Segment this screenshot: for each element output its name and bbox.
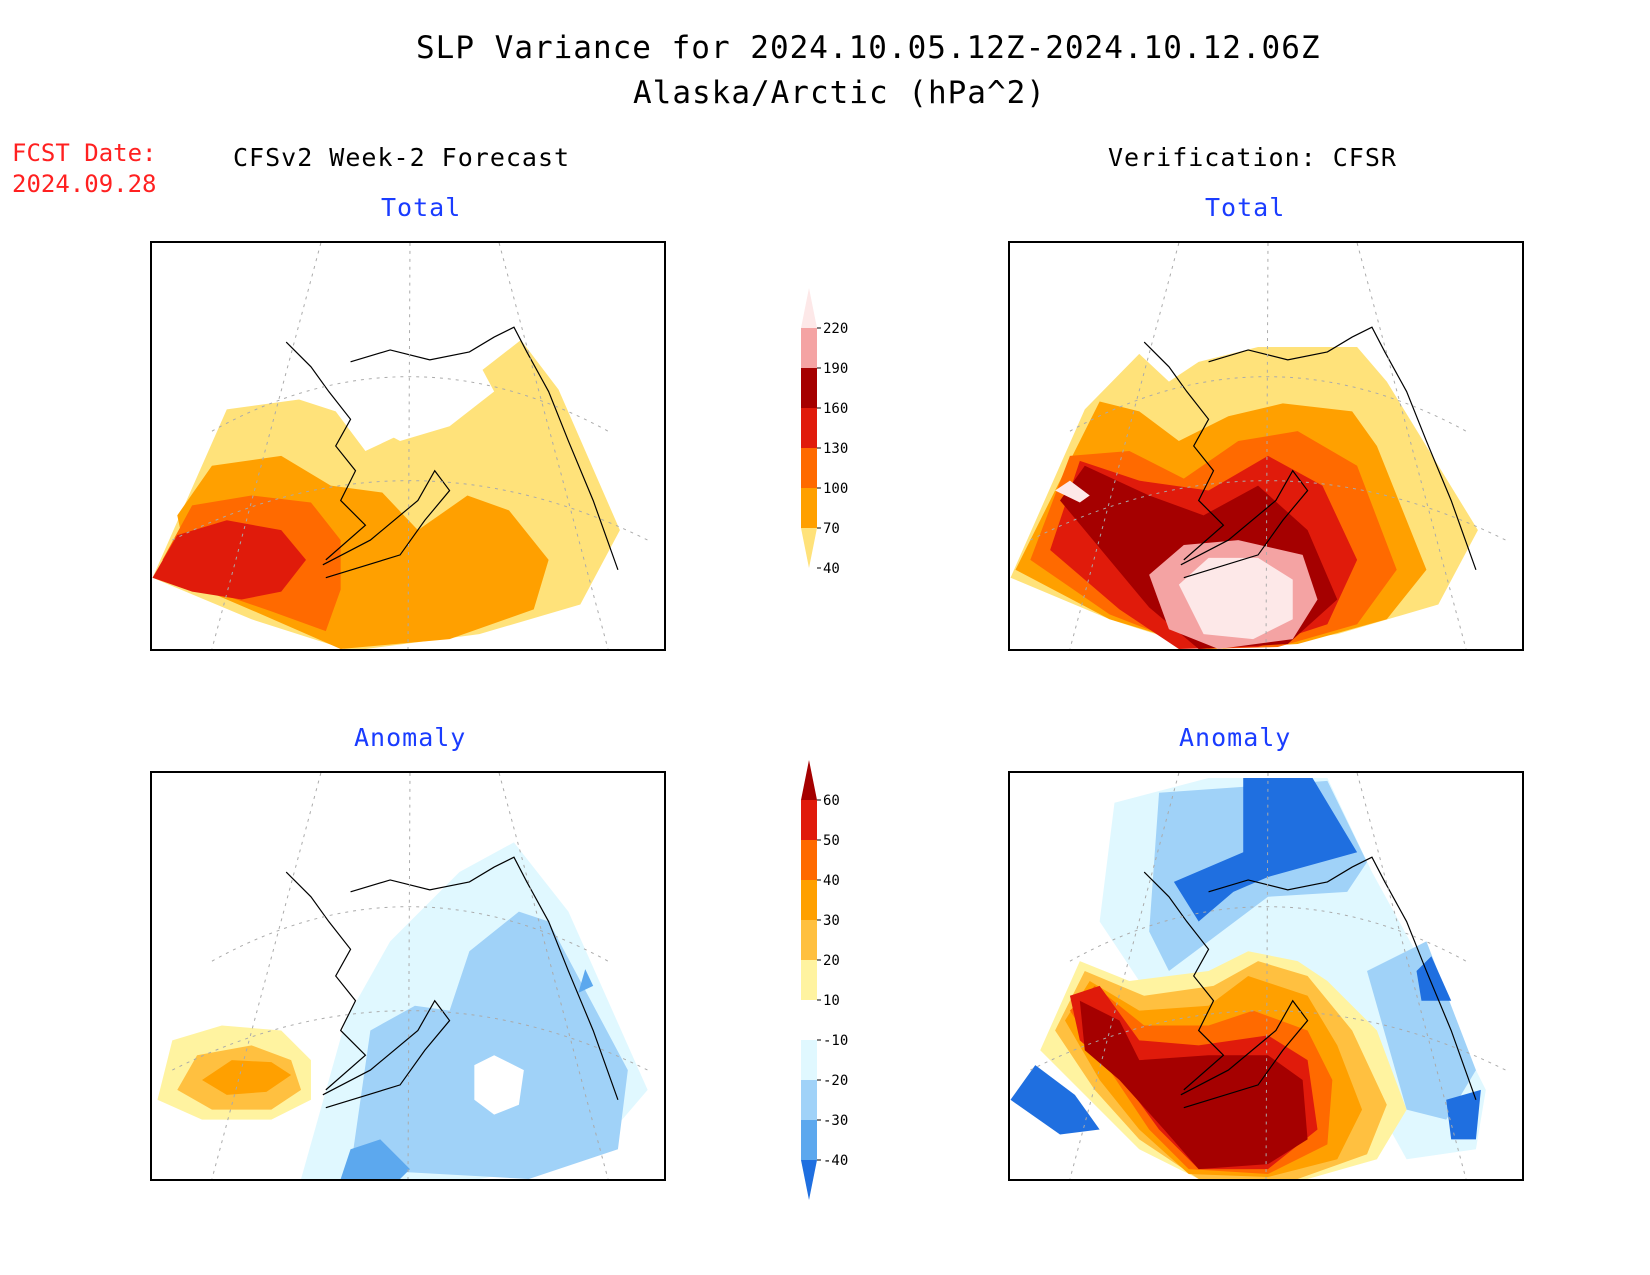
page-subtitle: Alaska/Arctic (hPa^2) xyxy=(633,75,1046,111)
total-colorbar-label: 160 xyxy=(823,401,848,417)
shade-minus-30 xyxy=(340,1139,410,1179)
anomaly-colorbar-segment xyxy=(801,840,817,880)
anomaly-colorbar-label: 30 xyxy=(823,913,840,929)
total-colorbar-label: 70 xyxy=(823,521,840,537)
page-title: SLP Variance for 2024.10.05.12Z-2024.10.… xyxy=(416,30,1321,66)
anomaly-colorbar-top-arrow xyxy=(801,760,817,800)
anomaly-colorbar-label: -20 xyxy=(823,1073,848,1089)
verification-anomaly-title: Anomaly xyxy=(1179,723,1292,752)
total-colorbar-bottom-arrow xyxy=(801,528,817,568)
total-colorbar-segment xyxy=(801,408,817,448)
grid-lines xyxy=(172,773,648,1179)
coastlines xyxy=(1143,326,1477,579)
anomaly-colorbar-segment xyxy=(801,920,817,960)
shade-minus-30-b xyxy=(578,969,594,993)
coastlines xyxy=(1143,856,1477,1109)
grid-lines xyxy=(1030,773,1506,1179)
anomaly-colorbar-segment xyxy=(801,1080,817,1120)
fcst-date-value: 2024.09.28 xyxy=(12,170,157,198)
anomaly-colorbar-label: 10 xyxy=(823,993,840,1009)
anomaly-colorbar-label: -30 xyxy=(823,1113,848,1129)
forecast-total-title: Total xyxy=(381,193,462,222)
anomaly-colorbar-label: 50 xyxy=(823,833,840,849)
total-colorbar-segment xyxy=(801,328,817,368)
fcst-date-label: FCST Date: xyxy=(12,139,157,167)
total-colorbar-label: 130 xyxy=(823,441,848,457)
blank-patch xyxy=(474,1055,524,1115)
verification-total-title: Total xyxy=(1205,193,1286,222)
total-colorbar-label: 100 xyxy=(823,481,848,497)
anomaly-colorbar-segment xyxy=(801,1120,817,1160)
anomaly-colorbar-segment xyxy=(801,1040,817,1080)
total-colorbar-segment xyxy=(801,368,817,408)
shade-minus-40-left xyxy=(1010,1065,1100,1135)
verification-column-title: Verification: CFSR xyxy=(1108,143,1397,172)
shade-220-small xyxy=(1055,480,1090,503)
coastlines xyxy=(285,856,619,1109)
shade-30 xyxy=(202,1060,292,1095)
forecast-anomaly-map xyxy=(150,771,666,1181)
shade-minus-20-right xyxy=(1367,941,1476,1120)
grid-lines xyxy=(1030,243,1506,649)
forecast-anomaly-title: Anomaly xyxy=(354,723,467,752)
anomaly-colorbar-segment xyxy=(801,880,817,920)
forecast-total-map xyxy=(150,241,666,651)
total-colorbar-segment xyxy=(801,488,817,528)
blank-arctic xyxy=(370,359,495,442)
grid-lines xyxy=(172,243,648,649)
shade-minus-20 xyxy=(350,911,628,1179)
anomaly-colorbar-segment xyxy=(801,960,817,1000)
total-colorbar: 220 190 160 130 100 70 40 xyxy=(801,288,848,577)
shade-220 xyxy=(1178,557,1293,640)
shade-minus-30 xyxy=(1173,777,1358,922)
anomaly-colorbar: 60 50 40 30 20 10 -10 -20 -30 -40 xyxy=(801,760,848,1200)
anomaly-colorbar-segment xyxy=(801,1000,817,1040)
anomaly-colorbar-label: 20 xyxy=(823,953,840,969)
anomaly-colorbar-label: 60 xyxy=(823,793,840,809)
total-colorbar-label: 220 xyxy=(823,321,848,337)
anomaly-colorbar-label: 40 xyxy=(823,873,840,889)
total-colorbar-segment xyxy=(801,448,817,488)
forecast-column-title: CFSv2 Week-2 Forecast xyxy=(233,143,571,172)
total-colorbar-top-arrow xyxy=(801,288,817,328)
verification-anomaly-map xyxy=(1008,771,1524,1181)
shade-minus-40-right xyxy=(1446,1089,1481,1140)
verification-total-map xyxy=(1008,241,1524,651)
anomaly-colorbar-bottom-arrow xyxy=(801,1160,817,1200)
coastlines xyxy=(285,326,619,579)
anomaly-colorbar-segment xyxy=(801,800,817,840)
total-colorbar-label: 40 xyxy=(823,561,840,577)
anomaly-colorbar-label: -10 xyxy=(823,1033,848,1049)
total-colorbar-label: 190 xyxy=(823,361,848,377)
shade-130 xyxy=(152,520,307,600)
shade-60 xyxy=(1079,1000,1308,1170)
anomaly-colorbar-label: -40 xyxy=(823,1153,848,1169)
